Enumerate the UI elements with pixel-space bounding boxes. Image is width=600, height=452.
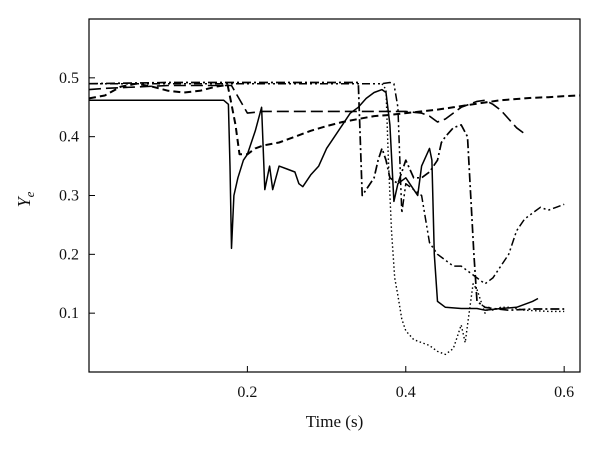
y-axis-label-main: Y [14, 195, 34, 207]
plot-area-frame [88, 18, 581, 373]
series-line-solid [89, 88, 539, 311]
y-tick-label: 0.4 [59, 129, 79, 146]
y-axis-label-subscript: e [22, 191, 37, 197]
x-tick-label: 0.4 [396, 384, 416, 401]
series-line-dotted [381, 83, 565, 356]
y-axis-ticks: 0.1 0.2 0.3 0.4 0.5 [59, 70, 95, 322]
series-line-dashed [88, 82, 581, 156]
x-axis-label: Time (s) [306, 412, 363, 431]
series-line-dashdotdot [89, 81, 565, 285]
x-axis-ticks: 0.2 0.4 0.6 [237, 366, 574, 401]
y-tick-label: 0.3 [59, 188, 79, 205]
series-line-dashdot [88, 81, 565, 312]
series-layer [88, 81, 581, 356]
y-tick-label: 0.1 [59, 305, 79, 322]
y-axis-label: Ye [14, 191, 37, 207]
y-tick-label: 0.5 [59, 70, 79, 87]
x-tick-label: 0.6 [554, 384, 574, 401]
y-tick-label: 0.2 [59, 246, 79, 263]
x-tick-label: 0.2 [237, 384, 257, 401]
series-line-longdash [88, 84, 526, 135]
